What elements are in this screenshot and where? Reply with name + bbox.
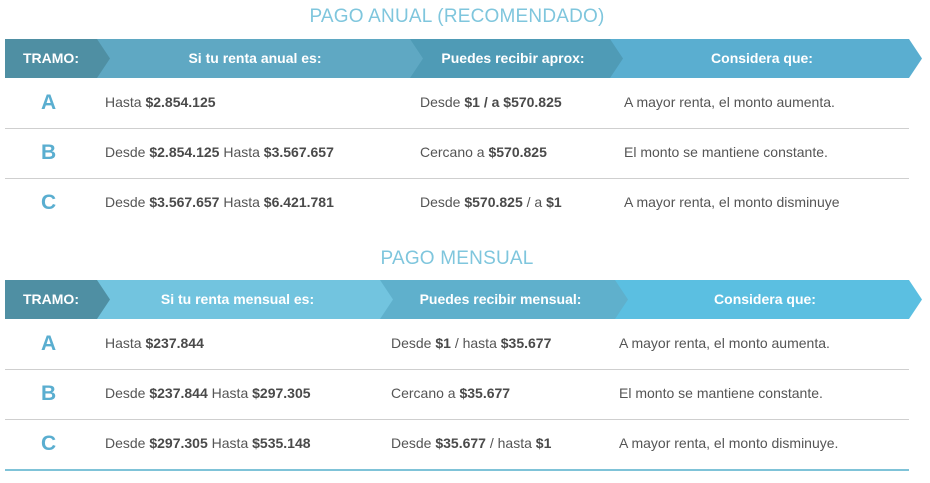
annual-header-background (5, 39, 922, 78)
renta-cell: Desde $237.844 Hasta $297.305 (105, 369, 311, 419)
amount-value: $2.854.125 (145, 94, 216, 110)
recibir-cell: Desde $570.825 / a $1 (420, 178, 562, 228)
considera-cell: A mayor renta, el monto disminuye. (619, 435, 839, 451)
tramo-letter: C (41, 191, 57, 214)
annual-header-segment-2 (87, 39, 423, 78)
amount-value: $2.854.125 (149, 144, 220, 160)
amount-value: $1 (435, 335, 451, 351)
renta-cell: Desde $3.567.657 Hasta $6.421.781 (105, 178, 334, 228)
amount-value: $297.305 (252, 385, 311, 401)
monthly-header-renta: Si tu renta mensual es: (160, 291, 315, 307)
annual-header-segment-3 (400, 39, 623, 78)
amount-text: Desde (391, 335, 436, 351)
recibir-cell: Cercano a $35.677 (391, 369, 510, 419)
monthly-header-background (5, 280, 922, 319)
tramo-letter: B (41, 382, 57, 405)
monthly-row-c: C Desde $297.305 Hasta $535.148 Desde $3… (5, 419, 909, 471)
monthly-table-header: TRAMO: Si tu renta mensual es: Puedes re… (5, 280, 922, 319)
monthly-header-considera: Considera que: (714, 291, 816, 307)
amount-value: $297.305 (149, 435, 208, 451)
amount-text: Hasta (105, 335, 146, 351)
amount-value: $3.567.657 (263, 144, 334, 160)
amount-text: Desde (105, 435, 150, 451)
considera-cell: A mayor renta, el monto aumenta. (624, 94, 835, 110)
amount-value: $35.677 (500, 335, 552, 351)
annual-row-c: C Desde $3.567.657 Hasta $6.421.781 Desd… (5, 178, 909, 228)
tramo-letter: A (41, 332, 57, 355)
amount-text: Desde (420, 194, 465, 210)
considera-cell: A mayor renta, el monto disminuye (624, 194, 840, 210)
monthly-header-segment-4 (605, 280, 922, 319)
renta-cell: Desde $297.305 Hasta $535.148 (105, 419, 311, 469)
tramo-letter: B (41, 141, 57, 164)
amount-text: Desde (105, 194, 150, 210)
amount-value: $570.825 (488, 144, 547, 160)
amount-text: Desde (105, 144, 150, 160)
amount-text: Cercano a (391, 385, 460, 401)
amount-text: Hasta (207, 385, 253, 401)
amount-value: $1 (546, 194, 562, 210)
annual-section-title: PAGO ANUAL (RECOMENDADO) (309, 6, 605, 27)
amount-value: $1 / a $570.825 (464, 94, 562, 110)
monthly-row-a: A Hasta $237.844 Desde $1 / hasta $35.67… (5, 319, 909, 370)
amount-value: $535.148 (252, 435, 311, 451)
considera-cell: El monto se mantiene constante. (619, 385, 823, 401)
amount-text: / hasta (485, 435, 536, 451)
amount-text: Desde (105, 385, 150, 401)
renta-cell: Hasta $237.844 (105, 319, 204, 369)
recibir-cell: Cercano a $570.825 (420, 128, 547, 178)
annual-table-header: TRAMO: Si tu renta anual es: Puedes reci… (5, 39, 922, 78)
considera-cell: El monto se mantiene constante. (624, 144, 828, 160)
monthly-header-segment-2 (87, 280, 393, 319)
amount-value: $35.677 (435, 435, 486, 451)
monthly-header-segment-3 (370, 280, 628, 319)
annual-header-renta: Si tu renta anual es: (188, 50, 322, 66)
amount-text: Cercano a (420, 144, 489, 160)
tramo-letter: A (41, 91, 57, 114)
recibir-cell: Desde $1 / a $570.825 (420, 78, 562, 128)
amount-value: $1 (535, 435, 552, 451)
recibir-cell: Desde $1 / hasta $35.677 (391, 319, 551, 369)
monthly-header-segment-1 (5, 280, 110, 319)
amount-text: Hasta (219, 144, 264, 160)
amount-value: $35.677 (459, 385, 511, 401)
amount-value: $237.844 (145, 335, 204, 351)
annual-header-segment-1 (5, 39, 110, 78)
annual-header-recibir: Puedes recibir aprox: (441, 50, 585, 66)
renta-cell: Desde $2.854.125 Hasta $3.567.657 (105, 128, 334, 178)
amount-text: Desde (391, 435, 436, 451)
amount-value: $237.844 (149, 385, 208, 401)
annual-header-segment-4 (600, 39, 922, 78)
tramo-letter: C (41, 432, 57, 455)
annual-row-a: A Hasta $2.854.125 Desde $1 / a $570.825… (5, 78, 909, 129)
amount-text: Hasta (207, 435, 253, 451)
monthly-header-recibir: Puedes recibir mensual: (419, 291, 582, 307)
amount-text: Hasta (105, 94, 146, 110)
annual-header-considera: Considera que: (711, 50, 813, 66)
amount-value: $3.567.657 (149, 194, 220, 210)
considera-cell: A mayor renta, el monto aumenta. (619, 335, 830, 351)
amount-text: Desde (420, 94, 465, 110)
renta-cell: Hasta $2.854.125 (105, 78, 216, 128)
recibir-cell: Desde $35.677 / hasta $1 (391, 419, 551, 469)
monthly-section-title: PAGO MENSUAL (380, 248, 534, 269)
annual-row-b: B Desde $2.854.125 Hasta $3.567.657 Cerc… (5, 128, 909, 179)
monthly-header-tramo: TRAMO: (23, 291, 79, 307)
annual-header-tramo: TRAMO: (23, 50, 79, 66)
amount-text: / hasta (450, 335, 501, 351)
amount-value: $6.421.781 (263, 194, 334, 210)
amount-text: Hasta (219, 194, 264, 210)
amount-value: $570.825 (464, 194, 523, 210)
monthly-row-b: B Desde $237.844 Hasta $297.305 Cercano … (5, 369, 909, 420)
amount-text: / a (522, 194, 547, 210)
